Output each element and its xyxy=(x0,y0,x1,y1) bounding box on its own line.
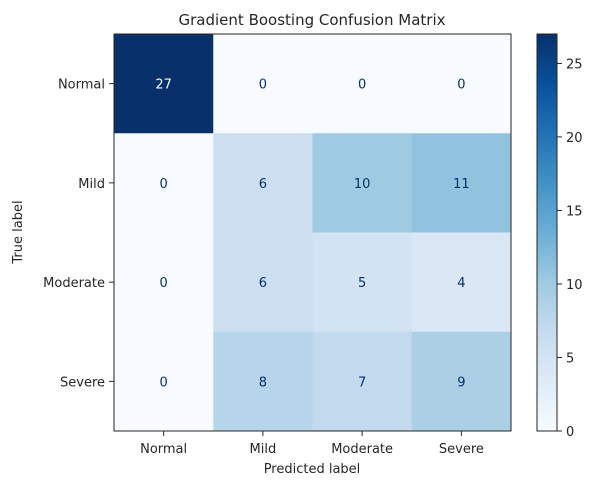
y-tick-label: Mild xyxy=(78,177,105,192)
colorbar-tick-label: 25 xyxy=(566,57,583,72)
cell-value-label: 6 xyxy=(259,177,267,192)
heatmap-cell xyxy=(114,331,214,432)
cell-value-label: 0 xyxy=(159,177,167,192)
cell-value-label: 5 xyxy=(358,276,366,291)
cell-value-label: 0 xyxy=(259,78,267,93)
colorbar-ticks: 0 5 10 15 20 25 xyxy=(557,57,583,440)
heatmap-cell xyxy=(114,34,214,134)
y-tick-label: Moderate xyxy=(43,276,105,291)
cell-value-label: 0 xyxy=(159,276,167,291)
cell-value-label: 7 xyxy=(358,375,366,390)
heatmap-cell xyxy=(411,133,512,233)
heatmap-cell xyxy=(312,34,413,134)
colorbar xyxy=(536,33,558,432)
colorbar-tick-label: 5 xyxy=(566,351,574,366)
heatmap-cell xyxy=(114,232,214,333)
cell-value-label: 6 xyxy=(259,276,267,291)
heatmap-cell xyxy=(312,232,413,333)
y-tick-label: Normal xyxy=(58,78,105,93)
y-axis-ticks: Normal Mild Moderate Severe xyxy=(43,78,114,390)
heatmap-cell xyxy=(213,34,313,134)
colorbar-tick-label: 0 xyxy=(566,425,574,440)
plot-frame xyxy=(113,33,512,432)
cell-value-label: 0 xyxy=(457,78,465,93)
heatmap-cell xyxy=(213,232,313,333)
heatmap-cell xyxy=(411,232,512,333)
heatmap-cell xyxy=(312,331,413,432)
x-tick-label: Mild xyxy=(250,442,277,457)
x-tick-label: Severe xyxy=(439,442,484,457)
heatmap-cell xyxy=(213,331,313,432)
cell-value-label: 4 xyxy=(457,276,465,291)
cell-value-label: 27 xyxy=(155,78,172,93)
heatmap-cell xyxy=(213,133,313,233)
x-axis-ticks: Normal Mild Moderate Severe xyxy=(140,431,484,457)
cell-value-label: 0 xyxy=(159,375,167,390)
cell-value-label: 11 xyxy=(453,177,470,192)
heatmap-cell xyxy=(411,331,512,432)
cell-value-label: 0 xyxy=(358,78,366,93)
cell-value-label: 9 xyxy=(457,375,465,390)
x-axis-label: Predicted label xyxy=(264,462,361,477)
colorbar-tick-label: 15 xyxy=(566,204,583,219)
y-axis-label: True label xyxy=(11,200,26,264)
cell-value-label: 10 xyxy=(354,177,371,192)
heatmap-cell xyxy=(312,133,413,233)
x-tick-label: Normal xyxy=(140,442,187,457)
heatmap-cell xyxy=(411,34,512,134)
chart-title: Gradient Boosting Confusion Matrix xyxy=(179,11,446,29)
cell-value-label: 8 xyxy=(259,375,267,390)
heatmap-cell xyxy=(114,133,214,233)
y-tick-label: Severe xyxy=(60,375,105,390)
heatmap-cells: 27 0 0 0 0 6 10 11 0 6 5 4 0 8 7 9 xyxy=(114,34,512,432)
colorbar-tick-label: 20 xyxy=(566,131,583,146)
colorbar-tick-label: 10 xyxy=(566,278,583,293)
x-tick-label: Moderate xyxy=(331,442,393,457)
